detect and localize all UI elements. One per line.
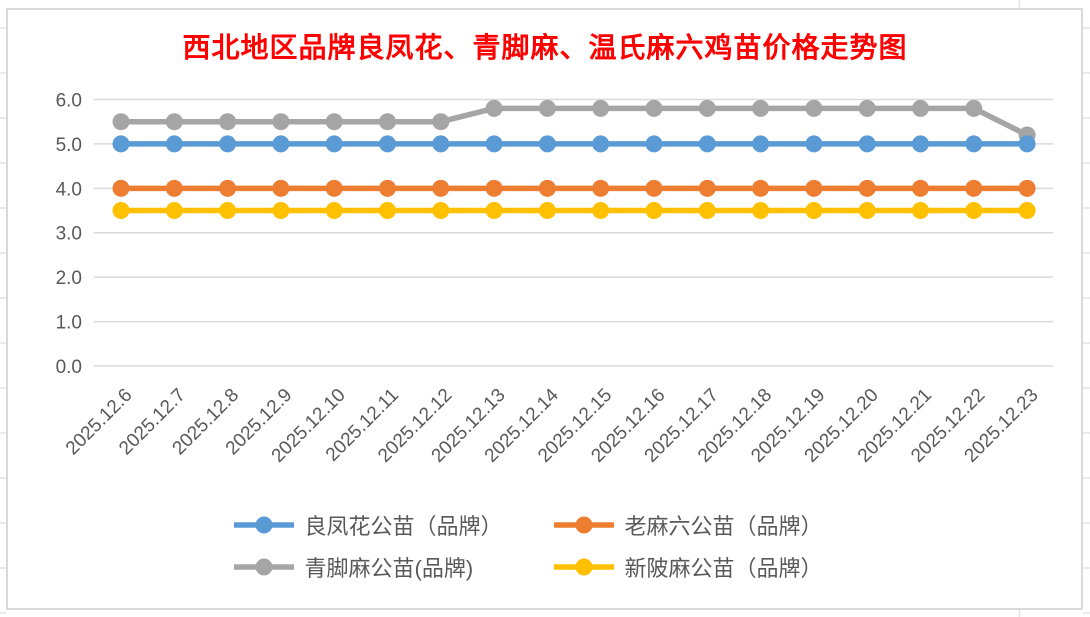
data-point[interactable]	[698, 135, 716, 153]
data-point[interactable]	[912, 135, 929, 153]
data-point[interactable]	[112, 113, 130, 131]
data-point[interactable]	[485, 99, 503, 117]
data-point[interactable]	[858, 179, 876, 197]
data-point[interactable]	[432, 113, 450, 131]
data-point[interactable]	[379, 135, 396, 153]
data-point[interactable]	[538, 202, 556, 220]
data-point[interactable]	[1018, 179, 1036, 197]
data-point[interactable]	[272, 179, 290, 197]
data-point[interactable]	[112, 202, 130, 220]
legend-item[interactable]: 老麻六公苗（品牌）	[553, 506, 858, 544]
data-point[interactable]	[379, 113, 396, 131]
data-point[interactable]	[325, 135, 343, 153]
data-point[interactable]	[592, 202, 610, 220]
legend-marker-icon	[233, 558, 294, 576]
data-point[interactable]	[858, 202, 876, 220]
y-tick-label: 5.0	[56, 135, 82, 156]
y-tick-label: 6.0	[56, 90, 82, 111]
data-point[interactable]	[219, 202, 237, 220]
data-point[interactable]	[645, 99, 663, 117]
data-point[interactable]	[592, 179, 610, 197]
data-point[interactable]	[432, 202, 450, 220]
data-point[interactable]	[1018, 202, 1036, 220]
data-point[interactable]	[858, 135, 876, 153]
data-point[interactable]	[379, 179, 396, 197]
data-point[interactable]	[1018, 135, 1036, 153]
data-point[interactable]	[752, 202, 770, 220]
data-point[interactable]	[592, 135, 610, 153]
data-point[interactable]	[325, 179, 343, 197]
data-point[interactable]	[538, 135, 556, 153]
y-tick-label: 4.0	[56, 179, 82, 200]
data-point[interactable]	[965, 99, 983, 117]
data-point[interactable]	[165, 179, 183, 197]
series-line[interactable]	[121, 105, 1029, 138]
data-point[interactable]	[752, 135, 770, 153]
data-point[interactable]	[912, 179, 929, 197]
data-point[interactable]	[165, 135, 183, 153]
data-point[interactable]	[698, 99, 716, 117]
data-point[interactable]	[272, 135, 290, 153]
data-point[interactable]	[645, 202, 663, 220]
data-point[interactable]	[165, 202, 183, 220]
data-point[interactable]	[379, 202, 396, 220]
data-point[interactable]	[165, 113, 183, 131]
data-point[interactable]	[485, 179, 503, 197]
legend-marker-icon	[233, 516, 294, 534]
legend-item[interactable]: 良凤花公苗（品牌）	[233, 506, 538, 544]
data-point[interactable]	[752, 179, 770, 197]
legend-item[interactable]: 新陂麻公苗（品牌）	[553, 548, 858, 586]
legend-marker-icon	[553, 558, 614, 576]
y-tick-label: 0.0	[56, 357, 82, 378]
legend-label: 青脚麻公苗(品牌)	[304, 556, 474, 581]
y-tick-label: 2.0	[56, 268, 82, 289]
legend-label: 老麻六公苗（品牌）	[624, 514, 823, 539]
data-point[interactable]	[858, 99, 876, 117]
legend-item[interactable]: 青脚麻公苗(品牌)	[233, 548, 538, 586]
data-point[interactable]	[432, 135, 450, 153]
legend-marker-icon	[553, 516, 614, 534]
chart-title: 西北地区品牌良凤花、青脚麻、温氏麻六鸡苗价格走势图	[182, 32, 908, 63]
data-point[interactable]	[112, 135, 130, 153]
data-point[interactable]	[112, 179, 130, 197]
data-point[interactable]	[645, 179, 663, 197]
data-point[interactable]	[805, 179, 823, 197]
data-point[interactable]	[538, 179, 556, 197]
legend-label: 良凤花公苗（品牌）	[304, 514, 503, 539]
legend: 良凤花公苗（品牌） 老麻六公苗（品牌） 青脚麻公苗(品牌) 新陂麻公苗（品牌）	[0, 506, 1090, 586]
data-point[interactable]	[485, 202, 503, 220]
data-point[interactable]	[805, 99, 823, 117]
y-tick-label: 1.0	[56, 313, 82, 334]
data-point[interactable]	[325, 202, 343, 220]
data-point[interactable]	[325, 113, 343, 131]
data-point[interactable]	[645, 135, 663, 153]
data-point[interactable]	[272, 202, 290, 220]
data-point[interactable]	[538, 99, 556, 117]
data-point[interactable]	[219, 113, 237, 131]
data-point[interactable]	[965, 135, 983, 153]
data-point[interactable]	[219, 179, 237, 197]
data-point[interactable]	[752, 99, 770, 117]
data-point[interactable]	[912, 99, 929, 117]
data-point[interactable]	[805, 202, 823, 220]
data-point[interactable]	[965, 179, 983, 197]
legend-label: 新陂麻公苗（品牌）	[624, 556, 823, 581]
y-tick-label: 3.0	[56, 224, 82, 245]
data-point[interactable]	[219, 135, 237, 153]
data-point[interactable]	[965, 202, 983, 220]
data-point[interactable]	[432, 179, 450, 197]
data-point[interactable]	[698, 179, 716, 197]
data-point[interactable]	[698, 202, 716, 220]
data-point[interactable]	[912, 202, 929, 220]
data-point[interactable]	[592, 99, 610, 117]
data-point[interactable]	[272, 113, 290, 131]
data-point[interactable]	[805, 135, 823, 153]
data-point[interactable]	[485, 135, 503, 153]
